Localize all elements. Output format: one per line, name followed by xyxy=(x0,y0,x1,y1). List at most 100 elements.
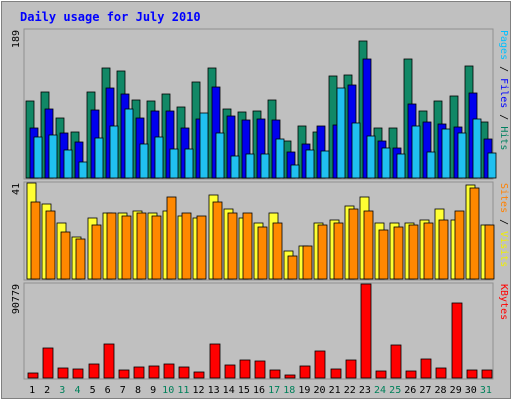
pages-bar-day-11 xyxy=(184,148,194,179)
sites-bar-day-20 xyxy=(317,224,328,280)
x-tick-label: 21 xyxy=(329,385,341,396)
sites-bar-day-8 xyxy=(136,212,147,280)
sites-bar-day-9 xyxy=(151,215,162,280)
pages-bar-day-25 xyxy=(396,153,406,179)
x-tick-label: 3 xyxy=(59,385,65,396)
pages-bar-day-22 xyxy=(351,122,361,179)
series-legend: KBytes xyxy=(498,284,509,320)
kbytes-bar-day-11 xyxy=(178,366,190,379)
series-legend: Pages / Files / Hits xyxy=(498,30,509,150)
pages-bar-day-28 xyxy=(441,128,451,179)
kbytes-bar-day-12 xyxy=(193,371,205,379)
legend-label: / xyxy=(498,108,509,126)
panel-3: 90779 KBytes xyxy=(11,282,509,380)
sites-bar-day-16 xyxy=(257,226,268,280)
sites-bar-day-11 xyxy=(181,212,192,280)
sites-bar-day-10 xyxy=(166,196,177,280)
panel-1: 189 Pages / Files / Hits xyxy=(11,28,509,180)
pages-bar-day-1 xyxy=(33,136,43,179)
x-tick-label: 27 xyxy=(419,385,431,396)
kbytes-bar-day-18 xyxy=(284,374,296,379)
x-tick-label: 6 xyxy=(105,385,111,396)
sites-bar-day-23 xyxy=(363,210,374,280)
sites-bar-day-4 xyxy=(75,238,86,280)
sites-bar-day-15 xyxy=(242,212,253,280)
sites-bar-day-19 xyxy=(302,245,313,280)
x-tick-label: 17 xyxy=(268,385,280,396)
sites-bar-day-22 xyxy=(348,208,359,280)
x-tick-label: 7 xyxy=(120,385,126,396)
kbytes-bar-day-27 xyxy=(420,358,432,379)
kbytes-bar-day-5 xyxy=(88,363,100,379)
x-tick-label: 10 xyxy=(162,385,174,396)
sites-bar-day-30 xyxy=(469,187,480,280)
sites-bar-day-18 xyxy=(287,255,298,280)
pages-bar-day-12 xyxy=(199,112,209,179)
x-tick-label: 5 xyxy=(90,385,96,396)
pages-bar-day-14 xyxy=(230,155,240,179)
sites-bar-day-13 xyxy=(212,201,223,280)
x-tick-label: 20 xyxy=(313,385,325,396)
legend-label: Files xyxy=(498,78,509,108)
kbytes-bar-day-8 xyxy=(133,366,145,379)
x-tick-label: 29 xyxy=(450,385,462,396)
sites-bar-day-27 xyxy=(423,222,434,280)
x-tick-label: 2 xyxy=(44,385,50,396)
pages-bar-day-7 xyxy=(124,108,134,179)
sites-bar-day-1 xyxy=(30,201,41,280)
pages-bar-day-10 xyxy=(169,148,179,179)
x-tick-label: 22 xyxy=(344,385,356,396)
sites-bar-day-7 xyxy=(121,215,132,280)
kbytes-bar-day-28 xyxy=(435,367,447,379)
pages-bar-day-31 xyxy=(487,152,497,179)
pages-bar-day-19 xyxy=(305,149,315,179)
pages-bar-day-26 xyxy=(411,125,421,179)
x-tick-label: 25 xyxy=(389,385,401,396)
x-tick-label: 4 xyxy=(74,385,80,396)
pages-bar-day-30 xyxy=(472,118,482,179)
legend-label: / xyxy=(498,213,509,231)
x-tick-label: 30 xyxy=(465,385,477,396)
series-legend: Sites / Visits xyxy=(498,183,509,267)
legend-label: Pages xyxy=(498,30,509,60)
sites-bar-day-26 xyxy=(408,224,419,280)
pages-bar-day-2 xyxy=(48,134,58,179)
y-max-label: 189 xyxy=(11,30,22,48)
x-tick-label: 19 xyxy=(298,385,310,396)
sites-bar-day-6 xyxy=(106,212,117,280)
x-tick-label: 13 xyxy=(208,385,220,396)
pages-bar-day-13 xyxy=(215,132,225,179)
y-max-label: 90779 xyxy=(11,284,22,314)
sites-bar-day-3 xyxy=(60,231,71,280)
pages-bar-day-23 xyxy=(366,135,376,179)
x-tick-label: 31 xyxy=(480,385,492,396)
sites-bar-day-5 xyxy=(91,224,102,280)
sites-bar-day-17 xyxy=(272,222,283,280)
kbytes-bar-day-20 xyxy=(314,350,326,379)
kbytes-bar-day-13 xyxy=(209,343,221,379)
kbytes-bar-day-19 xyxy=(299,365,311,379)
legend-label: KBytes xyxy=(498,284,509,320)
x-tick-label: 9 xyxy=(150,385,156,396)
pages-bar-day-20 xyxy=(320,150,330,179)
kbytes-bar-day-22 xyxy=(345,359,357,379)
legend-label: Sites xyxy=(498,183,509,213)
x-tick-label: 15 xyxy=(238,385,250,396)
legend-label: Hits xyxy=(498,126,509,150)
x-tick-label: 14 xyxy=(223,385,235,396)
kbytes-bar-day-6 xyxy=(103,343,115,379)
sites-bar-day-28 xyxy=(438,219,449,280)
kbytes-bar-day-31 xyxy=(481,369,493,379)
pages-bar-day-18 xyxy=(290,164,300,179)
x-tick-label: 12 xyxy=(192,385,204,396)
sites-bar-day-21 xyxy=(333,222,344,280)
kbytes-bar-day-25 xyxy=(390,344,402,379)
kbytes-bar-day-23 xyxy=(360,283,372,379)
sites-bar-day-24 xyxy=(378,229,389,280)
x-axis-day-labels: 1 2 3 4 5 6 7 8 9 10 11 12 13 14 15 16 17 18 19 20 21 22 23 24 2… xyxy=(29,385,492,396)
kbytes-bar-day-2 xyxy=(42,347,54,379)
sites-bar-day-29 xyxy=(454,210,465,280)
x-tick-label: 24 xyxy=(374,385,386,396)
legend-label: / xyxy=(498,60,509,78)
